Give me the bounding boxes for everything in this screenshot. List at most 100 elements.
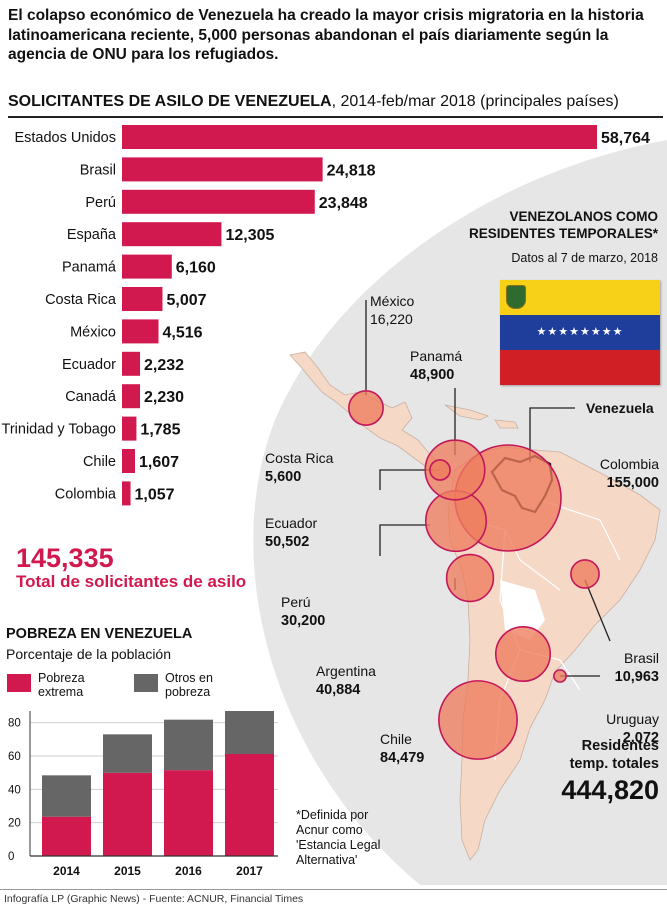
total-residents-value: 444,820 bbox=[561, 775, 659, 805]
temporary-residents-title: VENEZOLANOS COMO RESIDENTES TEMPORALES* bbox=[469, 208, 658, 242]
value-label-canada: 2,230 bbox=[144, 389, 184, 406]
category-label-mexico: México bbox=[70, 324, 116, 340]
legend-label-extreme: Pobreza extrema bbox=[38, 671, 85, 699]
value-label-mexico: 4,516 bbox=[163, 324, 203, 341]
label-colombia: Colombia 155,000 bbox=[600, 455, 659, 492]
headline: El colapso económico de Venezuela ha cre… bbox=[8, 7, 644, 63]
label-panama-name: Panamá bbox=[410, 348, 463, 364]
land-highlight bbox=[500, 580, 545, 640]
label-peru-name: Perú bbox=[281, 594, 311, 610]
label-mexico: México 16,220 bbox=[370, 292, 414, 328]
total-residents-label: Residentes temp. totales bbox=[570, 737, 659, 773]
label-peru: Perú 30,200 bbox=[281, 593, 325, 630]
label-brasil-value: 10,963 bbox=[614, 669, 659, 685]
value-label-peru: 23,848 bbox=[319, 195, 368, 212]
bubble-chile bbox=[438, 680, 518, 760]
bar-otros-en-pobreza-2014 bbox=[42, 775, 91, 817]
value-label-panama: 6,160 bbox=[176, 260, 216, 277]
value-label-brasil: 24,818 bbox=[327, 162, 376, 179]
x-tick-2016: 2016 bbox=[175, 864, 202, 878]
legend-extreme-line2: extrema bbox=[38, 685, 84, 699]
legend-swatch-extreme bbox=[7, 674, 31, 692]
category-label-chile: Chile bbox=[83, 454, 116, 470]
label-ecuador-value: 50,502 bbox=[265, 534, 310, 550]
label-colombia-value: 155,000 bbox=[606, 475, 659, 491]
poverty-subtitle: Porcentaje de la población bbox=[6, 646, 172, 662]
asylum-title-rule bbox=[8, 116, 663, 118]
category-label-peru: Perú bbox=[85, 195, 116, 211]
label-argentina: Argentina 40,884 bbox=[316, 662, 376, 699]
value-label-estados-unidos: 58,764 bbox=[601, 130, 650, 147]
label-costa-rica-name: Costa Rica bbox=[265, 450, 334, 466]
label-mexico-name: México bbox=[370, 293, 415, 309]
venezuela-flag: ★★★★★★★★ bbox=[500, 280, 660, 385]
bar-colombia bbox=[122, 481, 131, 506]
venezuela-label: Venezuela bbox=[586, 400, 654, 416]
value-label-colombia: 1,057 bbox=[135, 486, 175, 503]
legend-label-other: Otros en pobreza bbox=[165, 671, 213, 699]
x-tick-2014: 2014 bbox=[53, 864, 80, 878]
bar-mexico bbox=[122, 319, 159, 344]
asylum-title-rest: , 2014-feb/mar 2018 (principales países) bbox=[331, 93, 619, 110]
bar-brasil bbox=[122, 157, 323, 182]
total-residents-label-line2: temp. totales bbox=[569, 756, 659, 772]
label-panama-value: 48,900 bbox=[410, 367, 455, 383]
poverty-title: POBREZA EN VENEZUELA bbox=[6, 626, 193, 642]
footnote-line-2: Acnur como bbox=[296, 823, 363, 837]
footnote-line-3: 'Estancia Legal bbox=[296, 838, 381, 852]
flag-blue-stripe: ★★★★★★★★ bbox=[500, 315, 660, 350]
value-label-espana: 12,305 bbox=[225, 227, 274, 244]
total-residents-label-line1: Residentes bbox=[581, 738, 659, 754]
bar-pobreza-extrema-2016 bbox=[164, 770, 213, 856]
bar-canada bbox=[122, 384, 141, 409]
label-peru-value: 30,200 bbox=[281, 613, 326, 629]
category-label-estados-unidos: Estados Unidos bbox=[14, 130, 116, 146]
asylum-bar-chart: Estados Unidos 58,764 Brasil 24,818 Perú 23,8… bbox=[2, 125, 650, 506]
value-label-ecuador: 2,232 bbox=[144, 357, 184, 374]
bubble-layer bbox=[348, 390, 600, 760]
x-tick-2017: 2017 bbox=[236, 864, 263, 878]
label-mexico-value: 16,220 bbox=[370, 311, 413, 327]
label-ecuador: Ecuador 50,502 bbox=[265, 514, 317, 551]
flag-yellow-stripe bbox=[500, 280, 660, 315]
temporary-residents-title-line1: VENEZOLANOS COMO bbox=[509, 209, 658, 224]
label-costa-rica: Costa Rica 5,600 bbox=[265, 449, 333, 486]
label-costa-rica-value: 5,600 bbox=[265, 469, 302, 485]
y-tick-80: 80 bbox=[8, 718, 21, 730]
y-tick-40: 40 bbox=[8, 784, 21, 796]
asylum-title-bold: SOLICITANTES DE ASILO DE VENEZUELA bbox=[8, 93, 332, 110]
category-label-ecuador: Ecuador bbox=[62, 357, 116, 373]
bubble-argentina bbox=[494, 625, 552, 683]
footnote: *Definida por Acnur como 'Estancia Legal… bbox=[296, 808, 416, 868]
asylum-total-label: Total de solicitantes de asilo bbox=[16, 572, 247, 591]
legend-swatch-other bbox=[134, 674, 158, 692]
value-label-costa-rica: 5,007 bbox=[166, 292, 206, 309]
bar-trinidad-y-tobago bbox=[122, 416, 137, 441]
footnote-line-1: *Definida por bbox=[296, 808, 369, 822]
bar-peru bbox=[122, 189, 315, 214]
bar-otros-en-pobreza-2016 bbox=[164, 719, 213, 771]
label-panama: Panamá 48,900 bbox=[410, 347, 462, 384]
coat-of-arms-icon bbox=[506, 285, 526, 309]
credits: Infografía LP (Graphic News) - Fuente: A… bbox=[4, 893, 304, 905]
label-uruguay: Uruguay 2,072 bbox=[606, 710, 659, 747]
credits-rule bbox=[0, 889, 667, 890]
x-tick-2015: 2015 bbox=[114, 864, 141, 878]
footnote-line-4: Alternativa' bbox=[296, 853, 358, 867]
bubble-peru bbox=[445, 553, 495, 603]
bubble-costa-rica bbox=[429, 459, 451, 481]
bubble-mexico bbox=[348, 390, 384, 426]
label-colombia-name: Colombia bbox=[599, 456, 659, 472]
label-argentina-name: Argentina bbox=[316, 663, 376, 679]
category-label-costa-rica: Costa Rica bbox=[45, 292, 117, 308]
asylum-total-value: 145,335 bbox=[16, 543, 114, 573]
category-label-brasil: Brasil bbox=[80, 162, 116, 178]
bubble-uruguay bbox=[553, 669, 567, 683]
bubble-panama bbox=[424, 439, 486, 501]
flag-red-stripe bbox=[500, 350, 660, 385]
bar-otros-en-pobreza-2017 bbox=[225, 711, 274, 754]
bar-otros-en-pobreza-2015 bbox=[103, 734, 152, 773]
bar-chile bbox=[122, 449, 135, 473]
label-uruguay-name: Uruguay bbox=[606, 711, 659, 727]
y-tick-0: 0 bbox=[8, 851, 14, 863]
